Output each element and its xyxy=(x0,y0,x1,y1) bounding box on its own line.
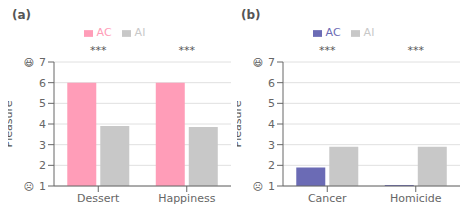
svg-text:😃: 😃 xyxy=(24,57,34,68)
svg-text:Happiness: Happiness xyxy=(158,192,216,205)
svg-text:6: 6 xyxy=(268,77,275,90)
svg-text:☹: ☹ xyxy=(24,181,34,192)
svg-text:☹: ☹ xyxy=(253,181,263,192)
svg-text:😃: 😃 xyxy=(253,57,263,68)
svg-text:Cancer: Cancer xyxy=(308,192,347,205)
svg-text:3: 3 xyxy=(268,139,275,152)
svg-text:Dessert: Dessert xyxy=(77,192,120,205)
svg-text:4: 4 xyxy=(268,118,275,131)
svg-text:4: 4 xyxy=(39,118,46,131)
html-text:AI: AI xyxy=(363,26,375,39)
svg-text:1: 1 xyxy=(268,180,275,193)
svg-text:***: *** xyxy=(319,44,336,57)
svg-text:***: *** xyxy=(179,44,196,57)
html-text:AC: AC xyxy=(325,26,341,39)
svg-text:Homicide: Homicide xyxy=(390,192,442,205)
html-text:AI: AI xyxy=(134,26,146,39)
svg-text:5: 5 xyxy=(39,97,46,110)
svg-text:2: 2 xyxy=(39,159,46,172)
svg-text:7: 7 xyxy=(39,56,46,69)
svg-text:***: *** xyxy=(408,44,425,57)
svg-text:Pleasure: Pleasure xyxy=(237,100,244,147)
svg-text:1: 1 xyxy=(39,180,46,193)
html-text:(a): (a) xyxy=(12,8,32,22)
svg-text:2: 2 xyxy=(268,159,275,172)
html-text:(b): (b) xyxy=(241,8,261,22)
html-text:AC: AC xyxy=(96,26,112,39)
svg-text:3: 3 xyxy=(39,139,46,152)
svg-text:7: 7 xyxy=(268,56,275,69)
svg-text:Pleasure: Pleasure xyxy=(8,100,15,147)
svg-text:6: 6 xyxy=(39,77,46,90)
svg-text:5: 5 xyxy=(268,97,275,110)
svg-text:***: *** xyxy=(90,44,107,57)
